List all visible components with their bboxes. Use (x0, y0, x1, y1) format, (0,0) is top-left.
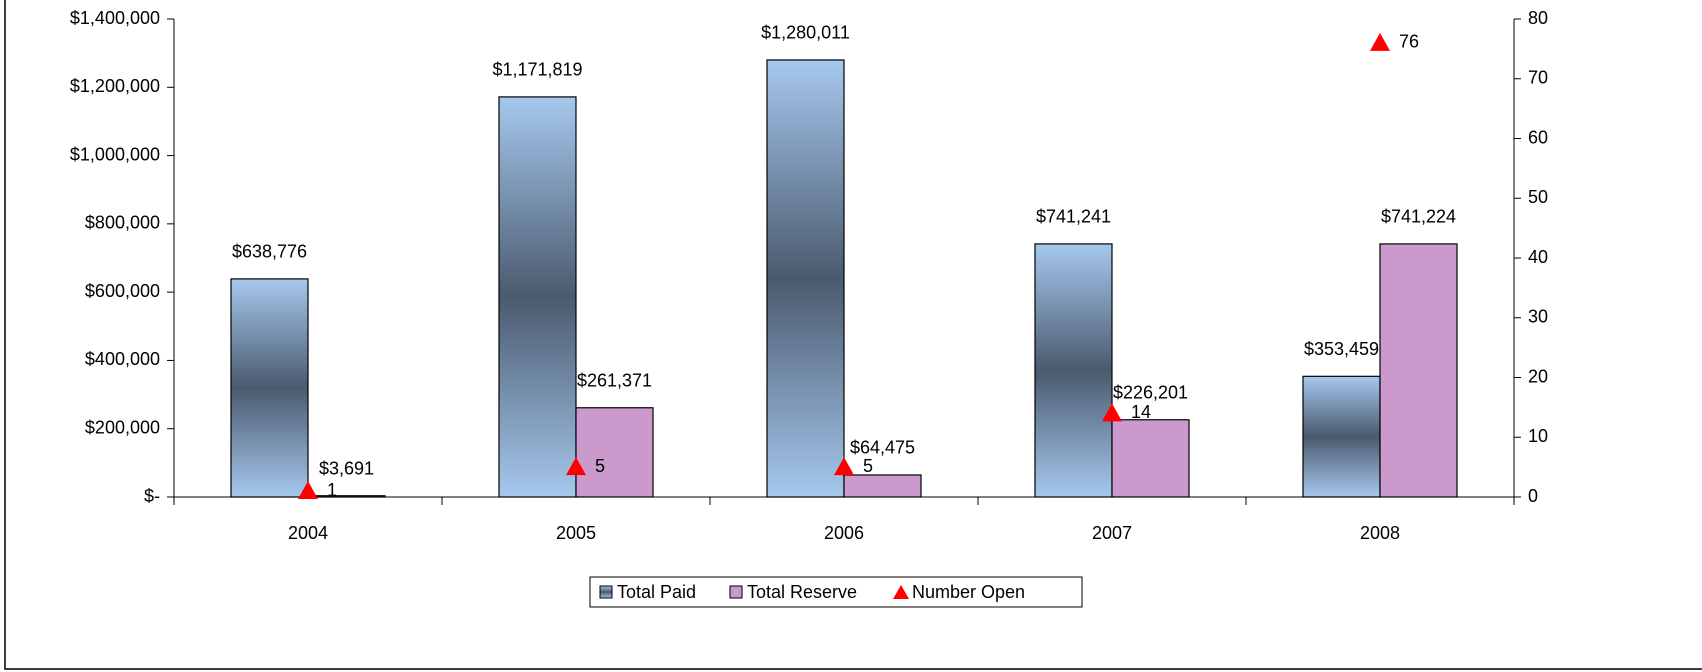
y-tick-label: $800,000 (85, 213, 160, 233)
bar (1302, 375, 1381, 498)
legend-swatch (599, 585, 613, 599)
y-tick-label: $1,400,000 (70, 8, 160, 28)
x-tick-label: 2006 (824, 523, 864, 543)
y2-tick-label: 70 (1528, 68, 1548, 88)
legend-label: Total Paid (617, 582, 696, 602)
bar (575, 407, 654, 498)
bar (766, 59, 845, 498)
bar-label: $3,691 (319, 458, 374, 478)
legend (589, 576, 1083, 608)
y-tick-label: $1,000,000 (70, 144, 160, 164)
bar (307, 495, 386, 498)
y2-tick-label: 20 (1528, 366, 1548, 386)
marker (1102, 403, 1122, 422)
y-tick-label: $200,000 (85, 417, 160, 437)
marker (566, 457, 586, 476)
legend-label: Total Reserve (747, 582, 857, 602)
bar (1379, 243, 1458, 498)
bar-label: $226,201 (1113, 383, 1188, 403)
bar-label: $1,280,011 (761, 23, 850, 43)
marker-label: 5 (595, 456, 605, 476)
bar-label: $1,171,819 (492, 60, 582, 80)
y2-tick-label: 60 (1528, 127, 1548, 147)
y-tick-label: $- (144, 486, 160, 506)
bar-label: $64,475 (850, 438, 915, 458)
y-tick-label: $400,000 (85, 349, 160, 369)
y2-tick-label: 40 (1528, 247, 1548, 267)
bar-label: $741,241 (1036, 207, 1111, 227)
y2-tick-label: 0 (1528, 486, 1538, 506)
legend-swatch (893, 585, 909, 599)
y2-tick-label: 50 (1528, 187, 1548, 207)
x-tick-label: 2005 (556, 523, 596, 543)
legend-label: Number Open (912, 582, 1025, 602)
x-tick-label: 2007 (1092, 523, 1132, 543)
marker (1370, 32, 1390, 51)
bar (230, 278, 309, 498)
marker-label: 14 (1131, 402, 1151, 422)
marker (834, 457, 854, 476)
bar (1111, 419, 1190, 498)
y2-tick-label: 10 (1528, 426, 1548, 446)
bar-label: $353,459 (1304, 339, 1379, 359)
marker-label: 1 (327, 480, 337, 500)
y2-tick-label: 30 (1528, 307, 1548, 327)
marker-label: 5 (863, 456, 873, 476)
bar-label: $741,224 (1381, 207, 1456, 227)
bar (843, 474, 922, 498)
bar-label: $261,371 (577, 371, 652, 391)
bar (498, 96, 577, 498)
legend-swatch (729, 585, 743, 599)
bar (1034, 243, 1113, 498)
bar-label: $638,776 (232, 242, 307, 262)
marker-label: 76 (1399, 32, 1419, 52)
y-tick-label: $600,000 (85, 281, 160, 301)
y-tick-label: $1,200,000 (70, 76, 160, 96)
y2-tick-label: 80 (1528, 8, 1548, 28)
x-tick-label: 2004 (288, 523, 328, 543)
marker (298, 481, 318, 500)
x-tick-label: 2008 (1360, 523, 1400, 543)
frame (4, 0, 1702, 670)
